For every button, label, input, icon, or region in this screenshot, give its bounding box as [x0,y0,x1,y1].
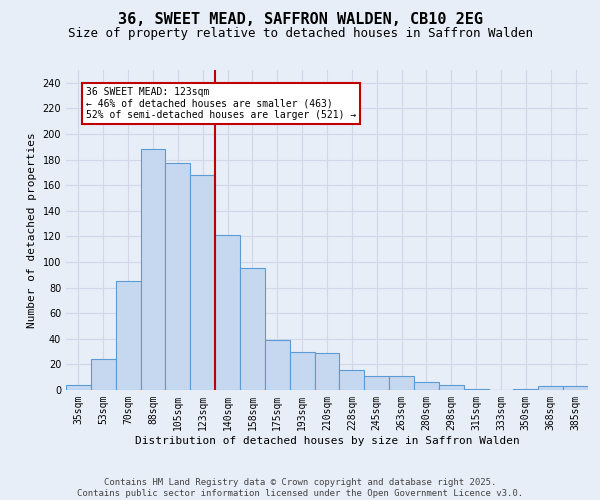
Bar [190,175,215,390]
Bar [389,376,414,390]
Text: Size of property relative to detached houses in Saffron Walden: Size of property relative to detached ho… [67,28,533,40]
Bar [538,386,563,390]
Bar [314,353,340,390]
Bar [140,150,166,390]
Bar [563,386,588,390]
Bar [66,385,91,390]
Bar [240,268,265,390]
Bar [514,388,538,390]
Bar [91,360,116,390]
Bar [290,352,314,390]
Y-axis label: Number of detached properties: Number of detached properties [27,132,37,328]
Bar [364,376,389,390]
Bar [215,235,240,390]
Bar [116,281,140,390]
Bar [439,385,464,390]
Text: 36 SWEET MEAD: 123sqm
← 46% of detached houses are smaller (463)
52% of semi-det: 36 SWEET MEAD: 123sqm ← 46% of detached … [86,86,356,120]
Text: 36, SWEET MEAD, SAFFRON WALDEN, CB10 2EG: 36, SWEET MEAD, SAFFRON WALDEN, CB10 2EG [118,12,482,28]
X-axis label: Distribution of detached houses by size in Saffron Walden: Distribution of detached houses by size … [134,436,520,446]
Bar [166,164,190,390]
Bar [464,388,488,390]
Bar [340,370,364,390]
Text: Contains HM Land Registry data © Crown copyright and database right 2025.
Contai: Contains HM Land Registry data © Crown c… [77,478,523,498]
Bar [414,382,439,390]
Bar [265,340,290,390]
